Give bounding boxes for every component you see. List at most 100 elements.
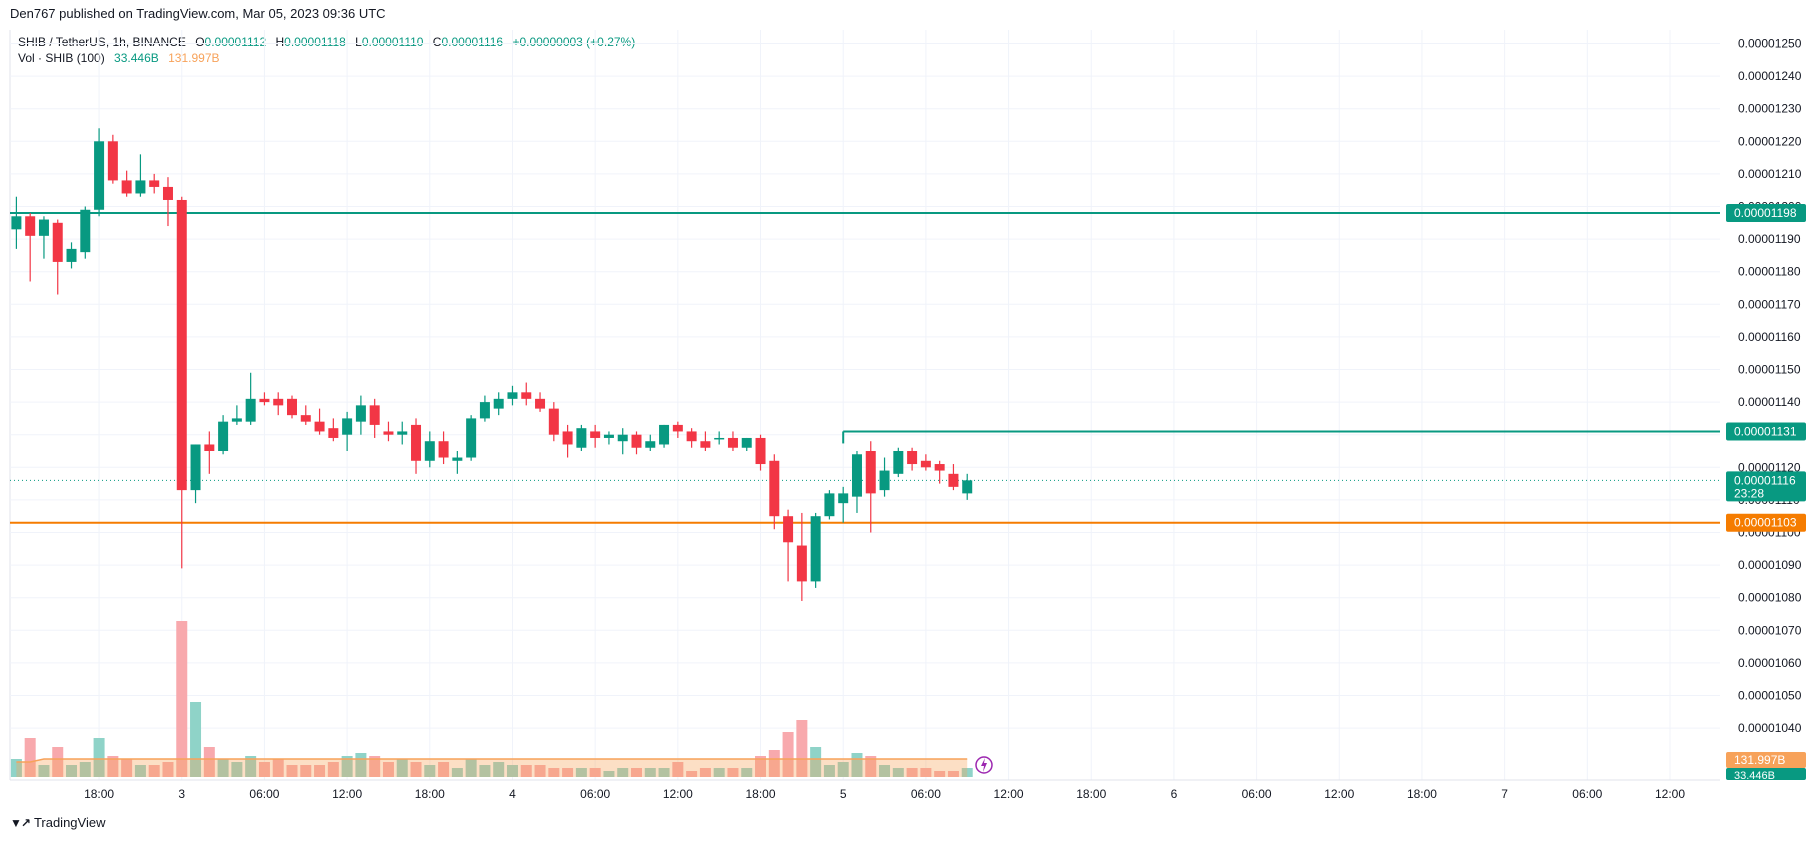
open-label: O [195,35,205,49]
candle-body [769,460,780,517]
volume-label[interactable]: Vol · SHIB (100) [18,51,105,65]
close-label: C [432,35,442,49]
y-tick-label: 0.00001250 [1738,37,1802,51]
volume-legend[interactable]: Vol · SHIB (100) 33.446B 131.997B [18,51,220,65]
footer-brand[interactable]: ▼↗ TradingView [10,815,105,830]
y-tick-label: 0.00001050 [1738,689,1802,703]
x-tick-label: 18:00 [1076,787,1106,801]
candle-body [479,402,490,419]
volume-bar [272,759,284,777]
volume-bar [438,762,450,777]
volume-bar [286,765,298,777]
candle-body [397,431,408,435]
brand-name: TradingView [33,815,106,830]
volume-bar [851,753,863,777]
candle-body [245,398,256,422]
volume-bar [24,738,36,777]
x-tick-label: 12:00 [663,787,693,801]
volume-bar [341,756,353,777]
candle-body [38,219,49,236]
level-price-label: 0.00001198 [1734,206,1797,220]
volume-bar [837,762,849,777]
volume-bar [713,768,725,777]
volume-bar [245,756,257,777]
volume-bar [961,768,973,777]
candle-countdown-label: 23:28 [1734,486,1764,500]
x-tick-label: 06:00 [911,787,941,801]
candle-body [314,421,325,432]
candle-body [107,141,118,181]
volume-bar [134,765,146,777]
candle-body [590,431,601,438]
symbol-name[interactable]: SHIB / TetherUS, 1h, BINANCE [18,35,186,49]
candle-body [190,444,201,491]
high-value: 0.00001118 [284,35,346,49]
candle-body [714,437,725,440]
candle-body [218,421,229,451]
y-tick-label: 0.00001080 [1738,591,1802,605]
y-tick-label: 0.00001170 [1738,297,1801,311]
candle-body [287,398,297,416]
volume-bar [355,753,367,777]
volume-bar [755,756,767,777]
x-tick-label: 6 [1171,787,1178,801]
low-label: L [355,35,362,49]
volume-bar [203,747,215,777]
volume-bar [548,768,560,777]
volume-bar [920,768,932,777]
candle-body [562,431,573,445]
volume-ma-line [16,758,968,763]
x-tick-label: 12:00 [1324,787,1354,801]
candle-body [934,464,945,471]
symbol-legend[interactable]: SHIB / TetherUS, 1h, BINANCE O0.00001112… [18,35,635,49]
candle-body [755,437,766,465]
candle-body [149,180,160,187]
volume-bar [176,621,188,777]
x-tick-label: 06:00 [580,787,610,801]
volume-bar [603,771,615,777]
level-price-tag [1726,513,1806,532]
volume-bar [506,765,518,777]
volume-bar [520,765,532,777]
volume-bar [300,765,312,777]
candle-body [369,405,380,425]
candle-body [907,451,918,465]
candle-body [893,451,904,474]
low-value: 0.00001110 [361,35,424,49]
y-tick-label: 0.00001070 [1738,623,1802,637]
candle-body [438,441,449,458]
volume-bar [672,762,684,777]
volume-bar [121,759,133,777]
volume-value: 33.446B [114,51,159,65]
y-tick-label: 0.00001160 [1738,330,1801,344]
candle-body [383,431,394,435]
volume-bar [424,765,436,777]
x-tick-label: 7 [1501,787,1508,801]
volume-bar [52,747,64,777]
candle-body [121,180,132,194]
candle-body [810,516,821,582]
x-tick-label: 5 [840,787,847,801]
close-value: 0.00001116 [441,35,504,49]
candle-body [727,437,738,448]
volume-bar [93,738,105,777]
volume-bar [892,768,904,777]
y-tick-label: 0.00001150 [1738,363,1801,377]
y-tick-label: 0.00001230 [1738,102,1802,116]
x-tick-label: 18:00 [415,787,445,801]
candle-body [452,457,463,461]
lightning-icon-bolt [981,758,987,772]
volume-bar [493,762,505,777]
y-tick-label: 0.00001140 [1738,395,1801,409]
y-tick-label: 0.00001120 [1738,460,1801,474]
volume-bar [382,762,394,777]
candle-body [659,424,670,445]
candle-body [851,454,862,497]
publisher-line: Den767 published on TradingView.com, Mar… [10,6,386,21]
volume-bar [727,768,739,777]
candle-body [411,424,422,461]
volume-bar [631,768,642,777]
current-price-label: 0.00001116 [1734,473,1796,487]
candle-body [824,493,835,517]
